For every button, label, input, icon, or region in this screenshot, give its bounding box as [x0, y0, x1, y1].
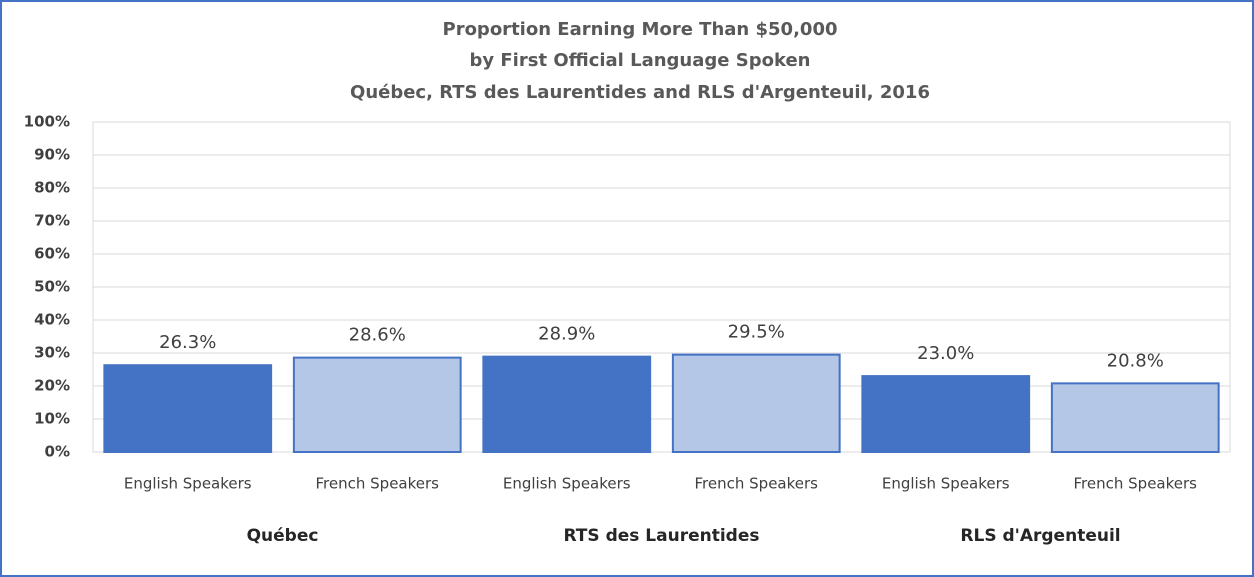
y-tick-label: 40% [34, 311, 70, 329]
y-tick-label: 80% [34, 179, 70, 197]
bar [1050, 382, 1220, 453]
group-label: RLS d'Argenteuil [960, 526, 1120, 546]
chart-title: Proportion Earning More Than $50,000 [443, 19, 838, 40]
data-label: 28.9% [538, 324, 595, 345]
x-tick-label: English Speakers [882, 475, 1010, 493]
x-tick-label: French Speakers [316, 475, 440, 493]
bar [103, 364, 273, 453]
bar [292, 356, 462, 453]
y-tick-label: 30% [34, 344, 70, 362]
bar [482, 355, 652, 454]
chart-title: Québec, RTS des Laurentides and RLS d'Ar… [350, 82, 930, 103]
y-tick-label: 100% [24, 113, 70, 131]
y-tick-label: 10% [34, 410, 70, 428]
group-label: RTS des Laurentides [563, 526, 759, 546]
y-tick-label: 20% [34, 377, 70, 395]
data-label: 29.5% [728, 322, 785, 343]
data-label: 26.3% [159, 332, 216, 353]
x-tick-label: English Speakers [503, 475, 631, 493]
bar [861, 375, 1031, 454]
data-label: 28.6% [349, 325, 406, 346]
chart-title: by First Official Language Spoken [470, 50, 811, 71]
x-tick-label: French Speakers [1074, 475, 1198, 493]
y-tick-label: 50% [34, 278, 70, 296]
bar [671, 353, 841, 453]
y-tick-label: 60% [34, 245, 70, 263]
y-tick-label: 0% [45, 443, 70, 461]
data-label: 23.0% [917, 343, 974, 364]
y-tick-label: 90% [34, 146, 70, 164]
x-tick-label: English Speakers [124, 475, 252, 493]
data-label: 20.8% [1107, 350, 1164, 371]
x-tick-label: French Speakers [695, 475, 819, 493]
group-label: Québec [247, 526, 319, 546]
y-tick-label: 70% [34, 212, 70, 230]
